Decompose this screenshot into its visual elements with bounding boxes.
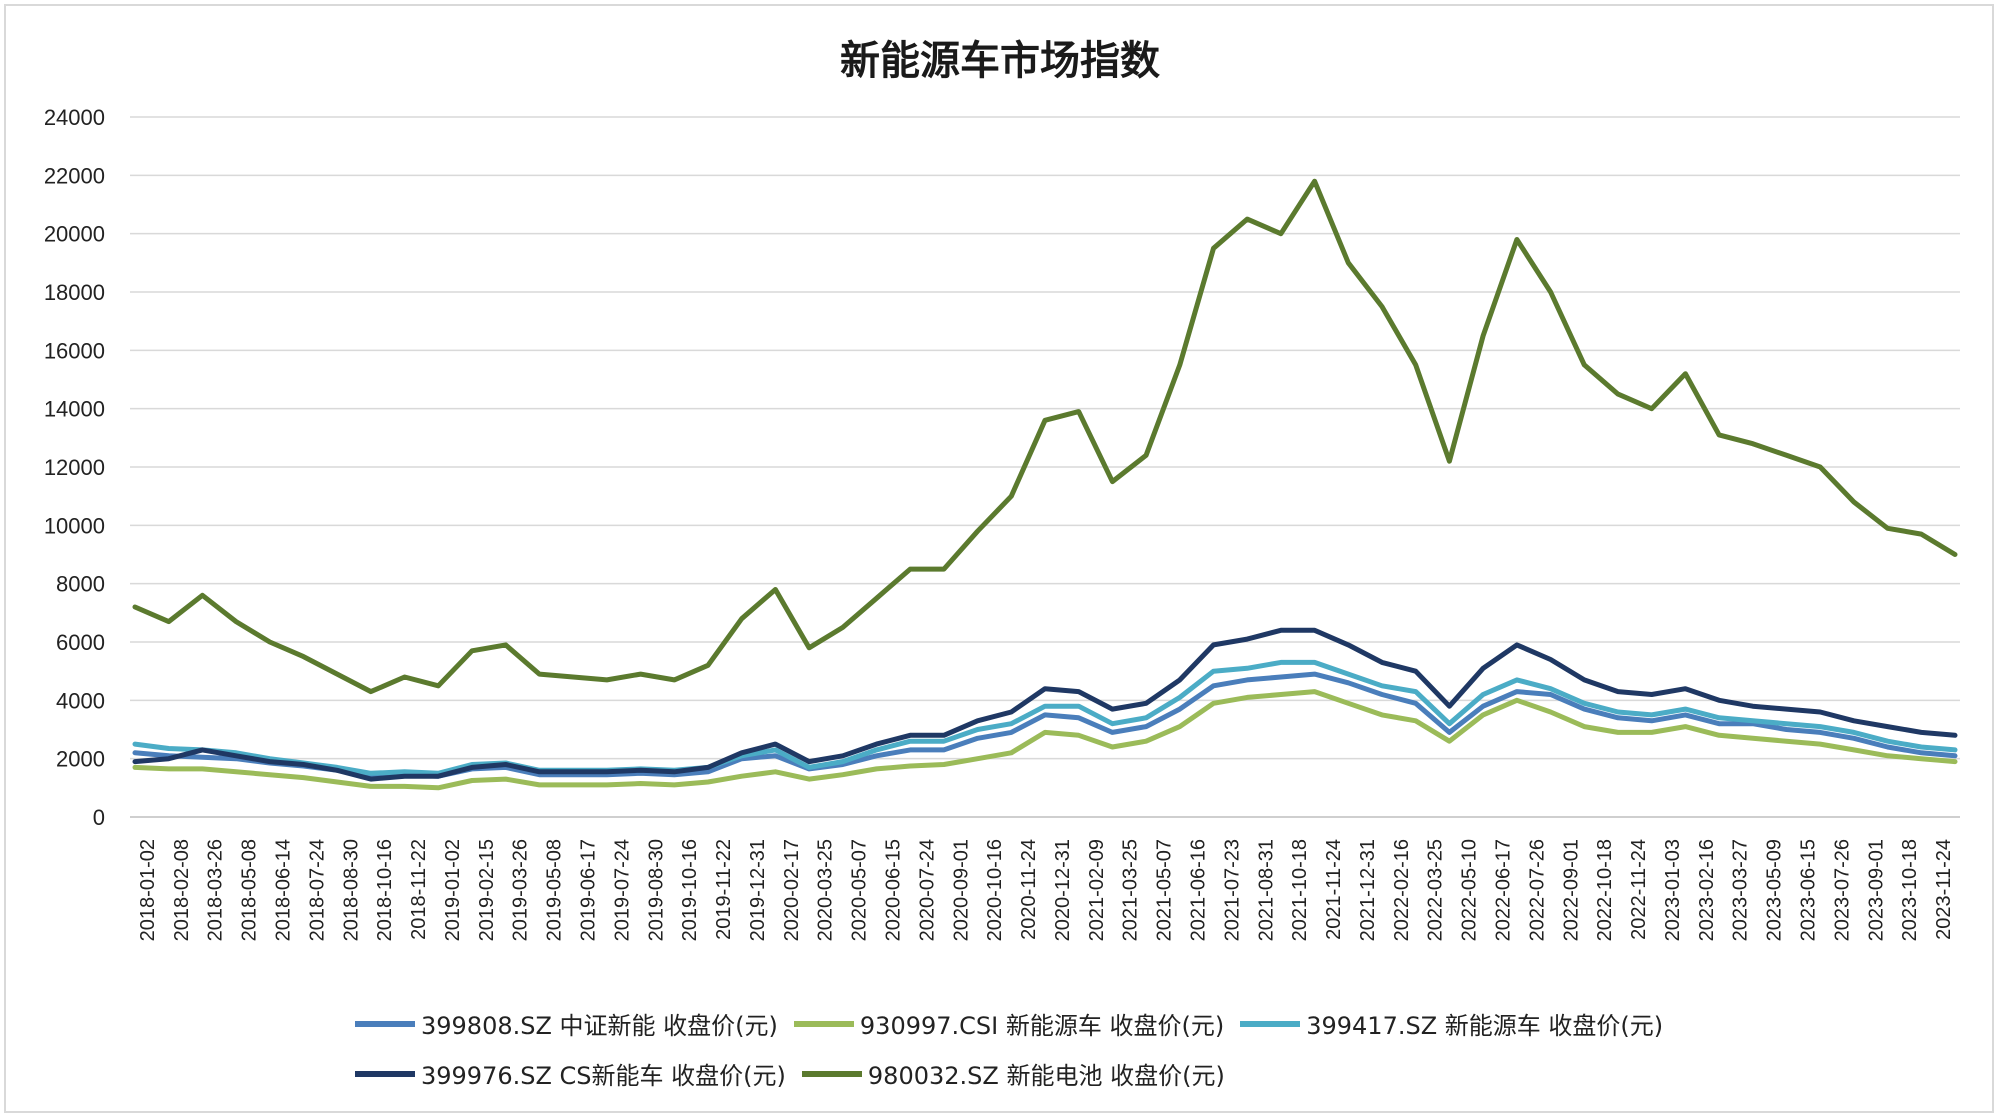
x-tick-label: 2022-10-18 (1594, 839, 1616, 941)
y-tick-label: 12000 (44, 455, 105, 480)
legend-swatch (355, 1070, 415, 1077)
x-tick-label: 2019-11-22 (713, 839, 735, 940)
x-tick-label: 2020-05-07 (849, 839, 871, 941)
chart-frame (4, 4, 1994, 1113)
x-tick-label: 2019-03-26 (510, 839, 532, 941)
y-tick-label: 8000 (56, 572, 105, 597)
x-tick-label: 2019-01-02 (442, 839, 464, 941)
x-tick-label: 2023-02-16 (1696, 839, 1718, 941)
x-tick-label: 2018-03-26 (205, 839, 227, 941)
x-tick-label: 2022-02-16 (1391, 839, 1413, 941)
x-tick-label: 2021-11-24 (1323, 839, 1345, 940)
x-tick-label: 2022-11-24 (1628, 839, 1650, 940)
x-tick-label: 2021-03-25 (1120, 839, 1142, 941)
x-tick-label: 2020-10-16 (984, 839, 1006, 941)
legend-swatch (801, 1070, 862, 1077)
x-tick-label: 2022-09-01 (1560, 839, 1582, 941)
x-tick-label: 2020-03-25 (815, 839, 837, 941)
legend-label: 930997.CSI 新能源车 收盘价(元) (859, 1012, 1225, 1040)
x-tick-label: 2019-02-15 (476, 839, 498, 941)
x-tick-label: 2021-05-07 (1154, 839, 1176, 941)
x-tick-label: 2023-03-27 (1730, 839, 1752, 941)
legend-item-3: 399417.SZ 新能源车 收盘价(元) (1240, 1006, 1663, 1041)
x-tick-label: 2020-09-01 (950, 839, 972, 941)
x-tick-label: 2021-08-31 (1255, 839, 1277, 941)
x-tick-label: 2023-09-01 (1865, 839, 1887, 941)
x-tick-label: 2021-07-23 (1221, 839, 1243, 941)
legend-item-2: 930997.CSI 新能源车 收盘价(元) (793, 1006, 1225, 1041)
x-tick-label: 2021-10-18 (1289, 839, 1311, 941)
y-tick-label: 10000 (44, 513, 105, 538)
legend-swatch (355, 1020, 415, 1027)
gridlines (130, 116, 1960, 818)
y-tick-label: 18000 (44, 280, 105, 305)
x-tick-label: 2018-08-30 (340, 839, 362, 941)
y-tick-label: 16000 (44, 338, 105, 363)
legend-item-1: 399808.SZ 中证新能 收盘价(元) (355, 1006, 778, 1041)
x-tick-label: 2022-06-17 (1493, 839, 1515, 941)
x-tick-label: 2021-02-09 (1086, 839, 1108, 941)
x-axis-ticks: 2018-01-02 2018-02-08 2018-03-26 2018-05-08… (137, 839, 1955, 941)
x-tick-label: 2023-07-26 (1831, 839, 1853, 941)
legend-label: 399976.SZ CS新能车 收盘价(元) (421, 1062, 786, 1090)
y-tick-label: 20000 (44, 222, 105, 247)
y-tick-label: 14000 (44, 397, 105, 422)
y-axis-ticks: 0 2000 4000 6000 8000 10000 12000 14000 16000 180… (44, 105, 105, 830)
legend-swatch (1240, 1020, 1301, 1027)
line-chart: 0 2000 4000 6000 8000 10000 12000 14000 16000 180… (44, 105, 1960, 941)
x-tick-label: 2022-05-10 (1459, 839, 1481, 941)
x-tick-label: 2023-06-15 (1798, 839, 1820, 941)
x-tick-label: 2020-12-31 (1052, 839, 1074, 941)
x-tick-label: 2020-07-24 (916, 839, 938, 941)
y-tick-label: 22000 (44, 163, 105, 188)
x-tick-label: 2019-05-08 (544, 839, 566, 941)
x-tick-label: 2018-02-08 (171, 839, 193, 941)
series-lines (132, 178, 1958, 791)
x-tick-label: 2018-07-24 (306, 839, 328, 941)
x-tick-label: 2019-07-24 (611, 839, 633, 941)
series-line-4 (132, 627, 1958, 782)
y-tick-label: 24000 (44, 105, 105, 130)
x-tick-label: 2020-11-24 (1018, 839, 1040, 940)
y-tick-label: 6000 (56, 630, 105, 655)
x-tick-label: 2022-07-26 (1526, 839, 1548, 941)
x-tick-label: 2019-08-30 (645, 839, 667, 941)
legend-row-2: 399976.SZ CS新能车 收盘价(元) 980032.SZ 新能电池 收盘价… (355, 1056, 1241, 1091)
x-tick-label: 2021-06-16 (1188, 839, 1210, 941)
x-tick-label: 2018-11-22 (408, 839, 430, 940)
y-tick-label: 2000 (56, 747, 105, 772)
x-tick-label: 2022-03-25 (1425, 839, 1447, 941)
legend-label: 399417.SZ 新能源车 收盘价(元) (1306, 1012, 1664, 1040)
x-tick-label: 2018-01-02 (137, 839, 159, 941)
series-line-3 (132, 659, 1958, 776)
y-tick-label: 4000 (56, 688, 105, 713)
legend-label: 399808.SZ 中证新能 收盘价(元) (421, 1012, 778, 1040)
legend-item-4: 399976.SZ CS新能车 收盘价(元) (355, 1056, 786, 1091)
x-tick-label: 2023-10-18 (1899, 839, 1921, 941)
x-tick-label: 2019-12-31 (747, 839, 769, 941)
x-tick-label: 2018-05-08 (239, 839, 261, 941)
y-tick-label: 0 (93, 805, 105, 830)
x-tick-label: 2019-10-16 (679, 839, 701, 941)
x-tick-label: 2023-11-24 (1933, 839, 1955, 940)
x-tick-label: 2020-02-17 (781, 839, 803, 941)
legend-item-5: 980032.SZ 新能电池 收盘价(元) (801, 1056, 1225, 1091)
x-tick-label: 2021-12-31 (1357, 839, 1379, 941)
x-tick-label: 2020-06-15 (883, 839, 905, 941)
series-line-2 (132, 689, 1958, 791)
chart-title: 新能源车市场指数 (840, 38, 1160, 84)
x-tick-label: 2023-05-09 (1764, 839, 1786, 941)
legend-swatch (793, 1020, 854, 1027)
x-tick-label: 2018-06-14 (273, 839, 295, 941)
x-tick-label: 2023-01-03 (1662, 839, 1684, 941)
x-tick-label: 2018-10-16 (374, 839, 396, 941)
legend-row-1: 399808.SZ 中证新能 收盘价(元) 930997.CSI 新能源车 收盘价… (355, 1006, 1679, 1041)
series-line-5 (132, 178, 1958, 695)
legend-label: 980032.SZ 新能电池 收盘价(元) (867, 1062, 1225, 1090)
x-tick-label: 2019-06-17 (578, 839, 600, 941)
